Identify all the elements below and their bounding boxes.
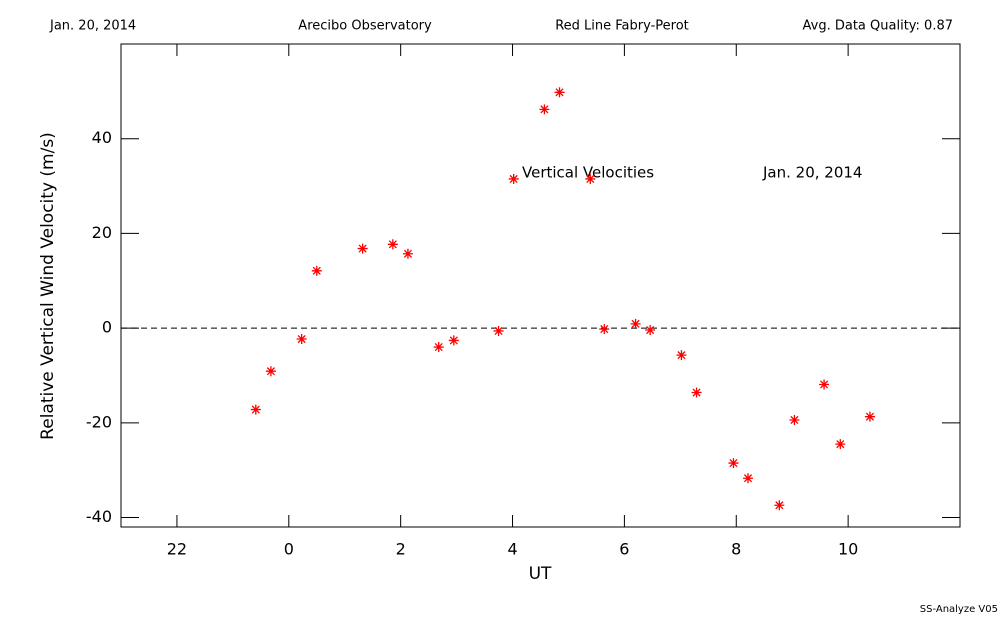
data-point xyxy=(508,173,519,184)
y-tick-label: 0 xyxy=(102,318,112,337)
plot-frame xyxy=(120,43,961,528)
header-site: Arecibo Observatory xyxy=(298,19,432,34)
data-point xyxy=(789,414,800,425)
annotation: Jan. 20, 2014 xyxy=(762,164,862,182)
x-axis-label: UT xyxy=(529,564,552,584)
data-point xyxy=(630,318,641,329)
data-point xyxy=(387,239,398,250)
data-point xyxy=(265,366,276,377)
x-tick-label: 2 xyxy=(396,540,406,559)
x-tick-label: 22 xyxy=(167,540,187,559)
data-point xyxy=(433,342,444,353)
data-point xyxy=(402,248,413,259)
x-tick-label: 4 xyxy=(507,540,517,559)
data-point xyxy=(250,404,261,415)
data-point xyxy=(539,104,550,115)
data-point xyxy=(448,335,459,346)
y-axis-label: Relative Vertical Wind Velocity (m/s) xyxy=(38,132,58,440)
y-tick-label: -20 xyxy=(86,412,112,431)
annotation: Vertical Velocities xyxy=(522,164,654,182)
data-point xyxy=(554,87,565,98)
data-point xyxy=(296,334,307,345)
data-point xyxy=(599,324,610,335)
data-point xyxy=(743,473,754,484)
y-tick-label: 40 xyxy=(92,128,112,147)
data-point xyxy=(728,458,739,469)
data-point xyxy=(835,439,846,450)
y-tick-label: 20 xyxy=(92,223,112,242)
header-date: Jan. 20, 2014 xyxy=(49,19,136,34)
data-point xyxy=(864,411,875,422)
data-point xyxy=(676,350,687,361)
footer: SS-Analyze V05 xyxy=(920,604,998,615)
data-point xyxy=(357,243,368,254)
x-tick-label: 6 xyxy=(619,540,629,559)
data-point xyxy=(493,325,504,336)
header-quality: Avg. Data Quality: 0.87 xyxy=(803,19,953,34)
x-tick-label: 0 xyxy=(284,540,294,559)
header-instrument: Red Line Fabry-Perot xyxy=(555,19,689,34)
data-point xyxy=(774,500,785,511)
y-tick-label: -40 xyxy=(86,507,112,526)
data-point xyxy=(311,265,322,276)
x-tick-label: 10 xyxy=(838,540,858,559)
data-point xyxy=(585,173,596,184)
data-point xyxy=(691,387,702,398)
x-tick-label: 8 xyxy=(731,540,741,559)
data-point xyxy=(819,379,830,390)
data-point xyxy=(645,325,656,336)
